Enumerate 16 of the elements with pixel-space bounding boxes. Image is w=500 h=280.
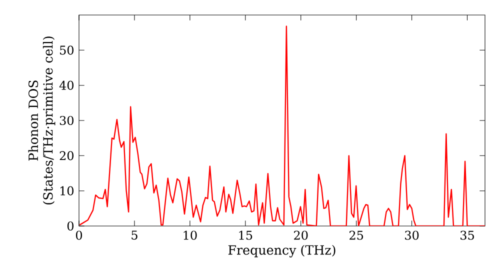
x-tick-label: 0: [76, 230, 82, 240]
x-tick-label: 10: [184, 230, 197, 240]
x-tick-label: 20: [294, 230, 308, 240]
x-tick-label: 30: [405, 230, 419, 240]
x-tick-label: 25: [350, 230, 364, 240]
x-axis-title: Frequency (THz): [228, 244, 336, 258]
y-tick-label: 40: [59, 80, 74, 90]
y-axis-title: Phonon DOS (States/THz·primitive cell): [28, 36, 56, 204]
y-tick-label: 0: [67, 221, 74, 231]
y-tick-label: 50: [60, 46, 74, 55]
x-tick-label: 5: [132, 230, 138, 240]
x-tick-label: 15: [239, 230, 252, 240]
x-tick-label: 35: [460, 230, 474, 240]
y-tick-label: 10: [60, 186, 74, 196]
y-tick-label: 30: [60, 116, 74, 126]
y-tick-label: 20: [60, 151, 74, 160]
